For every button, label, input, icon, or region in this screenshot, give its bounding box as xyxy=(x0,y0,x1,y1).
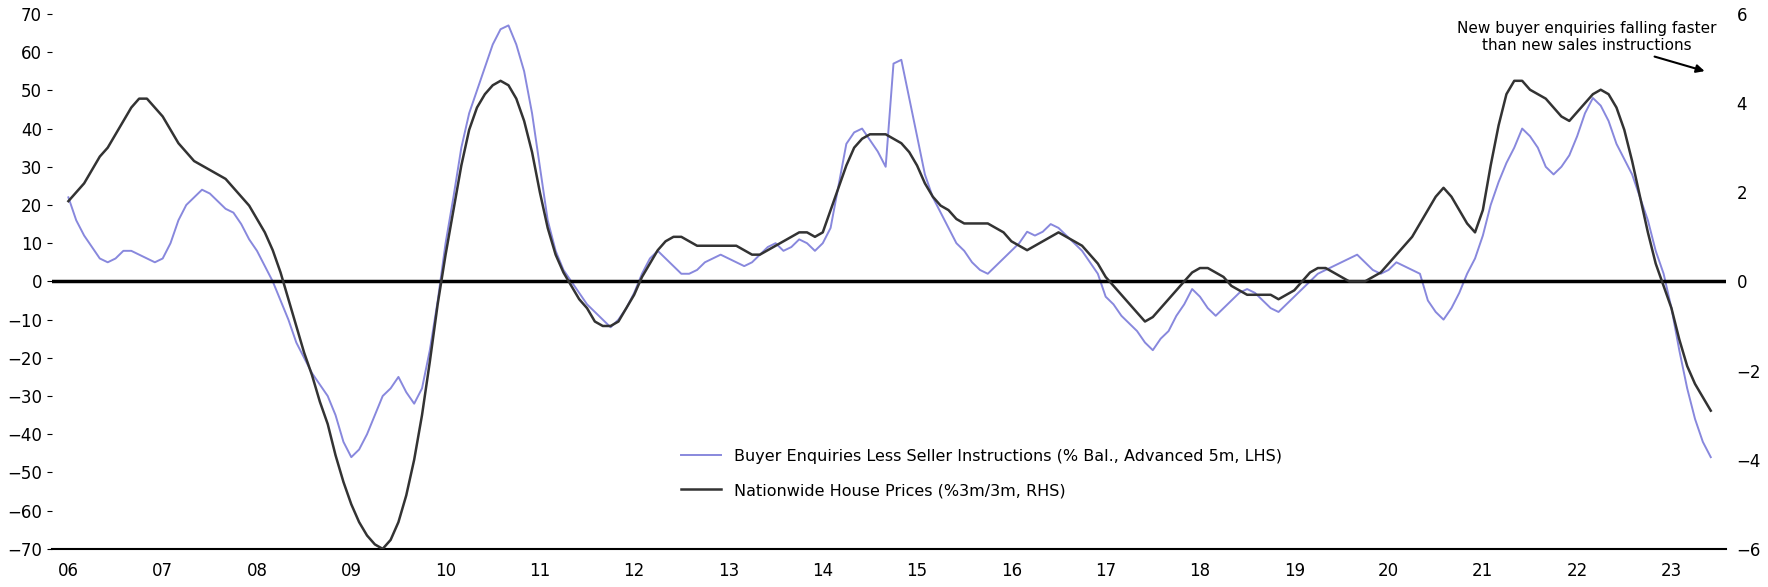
Legend: Buyer Enquiries Less Seller Instructions (% Bal., Advanced 5m, LHS), Nationwide : Buyer Enquiries Less Seller Instructions… xyxy=(681,449,1282,498)
Text: New buyer enquiries falling faster
than new sales instructions: New buyer enquiries falling faster than … xyxy=(1457,21,1717,72)
